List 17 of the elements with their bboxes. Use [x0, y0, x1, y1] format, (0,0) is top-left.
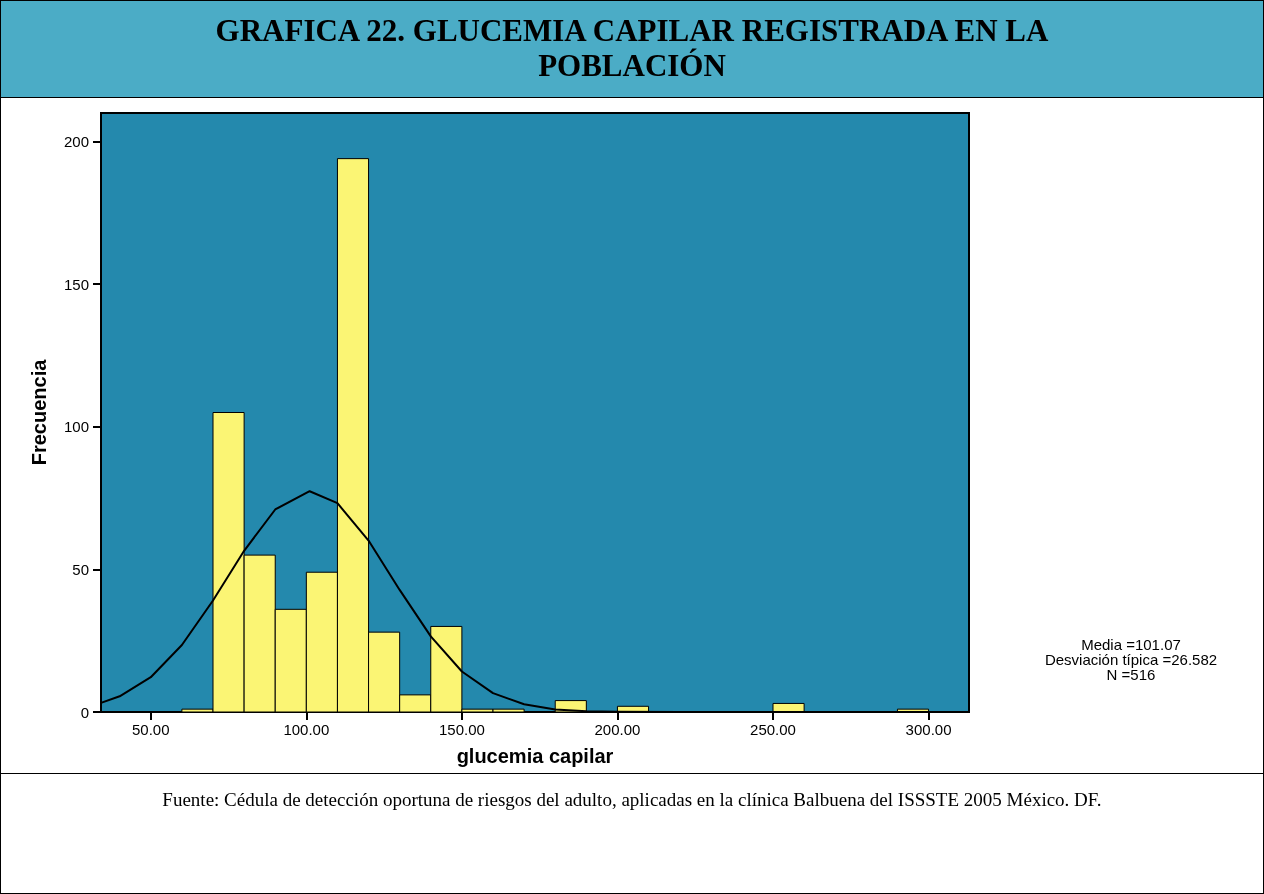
x-axis-title: glucemia capilar: [456, 745, 614, 767]
y-tick-label: 100: [63, 418, 89, 436]
x-tick-label: 150.00: [438, 721, 485, 738]
y-tick-label: 50: [72, 560, 89, 578]
x-tick-label: 300.00: [905, 721, 952, 738]
source-note: Fuente: Cédula de detección oportuna de riesgos del adulto, aplicadas en la clínica Balbuena del ISSSTE 2005 México. DF.: [161, 788, 1103, 812]
x-tick-label: 50.00: [132, 721, 170, 738]
y-tick-label: 0: [80, 703, 89, 721]
x-tick-label: 100.00: [283, 721, 330, 738]
x-tick-label: 250.00: [750, 721, 796, 738]
text: Media =101.07: [1080, 636, 1182, 653]
chart-title: GRAFICA 22. GLUCEMIA CAPILAR REGISTRADA EN LA POBLACIÓN: [1, 1, 1263, 98]
y-tick-label: 150: [63, 275, 89, 293]
x-tick-label: 200.00: [594, 721, 641, 738]
y-axis-title: Frecuencia: [28, 358, 50, 466]
text: Desviación típica =26.582: [1043, 651, 1219, 668]
y-tick-label: 200: [63, 133, 89, 151]
